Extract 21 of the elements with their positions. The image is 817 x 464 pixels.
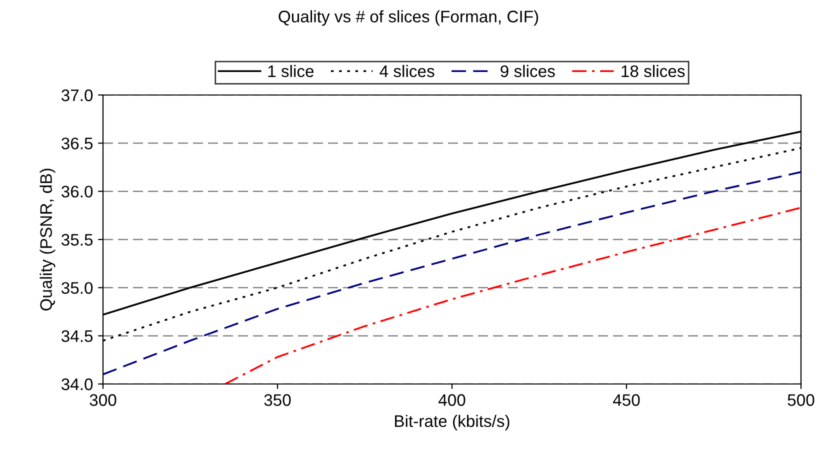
legend-label: 4 slices (380, 64, 434, 78)
line-series (224, 206, 801, 384)
y-tick-label: 36.0 (61, 186, 93, 198)
x-tick-label: 350 (264, 394, 291, 406)
legend-label: 18 slices (622, 64, 685, 78)
legend-label: 9 slices (500, 64, 555, 78)
x-tick-label: 500 (788, 394, 814, 406)
chart-title: Quality vs # of slices (Forman, CIF) (278, 10, 538, 26)
legend-label: 1 slice (268, 64, 314, 78)
y-tick-label: 34.0 (61, 378, 93, 390)
x-axis-title: Bit-rate (kbits/s) (395, 414, 510, 430)
x-tick-label: 400 (438, 394, 466, 406)
y-tick-label: 36.5 (61, 138, 93, 150)
y-axis-title: Quality (PSNR, dB) (40, 168, 56, 310)
y-tick-label: 34.5 (61, 330, 93, 342)
y-tick-label: 35.5 (61, 234, 93, 246)
y-tick-label: 35.0 (61, 282, 93, 294)
y-tick-label: 37.0 (61, 89, 93, 102)
x-tick-label: 450 (612, 394, 640, 406)
line-series (103, 171, 801, 376)
x-tick-label: 300 (90, 394, 116, 406)
